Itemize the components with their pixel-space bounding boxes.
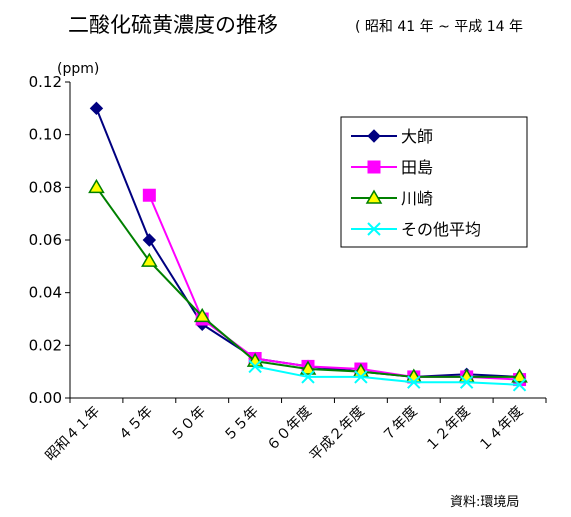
data-point-x bbox=[512, 378, 527, 392]
legend-item-4: その他平均 bbox=[351, 220, 481, 239]
legend-label: その他平均 bbox=[401, 220, 481, 239]
series-4 bbox=[248, 359, 527, 392]
data-point-x bbox=[354, 370, 368, 384]
y-tick-label: 0.12 bbox=[29, 73, 62, 91]
legend-item-2: 田島 bbox=[351, 158, 433, 177]
data-point-x bbox=[248, 359, 262, 374]
series-line bbox=[254, 365, 520, 386]
y-tick-label: 0.08 bbox=[29, 178, 62, 196]
data-point-x bbox=[301, 370, 315, 384]
x-tick-label: ４５年 bbox=[115, 404, 156, 445]
source-note: 資料:環境局 bbox=[450, 495, 519, 510]
y-tick-label: 0.02 bbox=[29, 336, 62, 354]
x-tick-label: ５０年 bbox=[168, 404, 209, 445]
y-axis-unit: (ppm) bbox=[57, 61, 99, 77]
y-axis: 0.00 0.02 0.04 0.06 0.08 0.10 0.12 bbox=[29, 73, 70, 407]
y-tick-label: 0.06 bbox=[29, 231, 62, 249]
x-tick-label: ７年度 bbox=[380, 404, 421, 445]
legend-label: 川崎 bbox=[401, 189, 433, 208]
x-tick-label: 昭和４１年 bbox=[42, 404, 103, 465]
legend-label: 田島 bbox=[401, 158, 433, 177]
series-layer bbox=[88, 101, 528, 392]
data-point-triangle bbox=[299, 360, 317, 375]
data-point-triangle bbox=[193, 307, 211, 323]
x-tick-label: ５５年 bbox=[221, 404, 262, 445]
data-point-triangle bbox=[365, 189, 383, 204]
data-point-diamond bbox=[142, 233, 157, 247]
data-point-diamond bbox=[367, 129, 381, 143]
data-point-square bbox=[142, 188, 156, 202]
y-tick-label: 0.10 bbox=[29, 126, 62, 144]
x-tick-label: ６０年度 bbox=[264, 404, 315, 455]
data-point-triangle bbox=[141, 252, 158, 267]
data-point-square bbox=[367, 160, 381, 174]
legend-item-1: 大師 bbox=[351, 127, 433, 146]
chart-title: 二酸化硫黄濃度の推移 bbox=[68, 13, 278, 37]
y-tick-label: 0.04 bbox=[29, 284, 62, 302]
data-point-triangle bbox=[88, 178, 105, 194]
legend-label: 大師 bbox=[401, 127, 433, 146]
data-point-x bbox=[367, 222, 381, 236]
x-tick-label: 平成２年度 bbox=[307, 404, 368, 465]
x-tick-label: １２年度 bbox=[423, 404, 474, 455]
data-point-triangle bbox=[511, 368, 528, 383]
chart-subtitle: ( 昭和 41 年 ~ 平成 14 年 bbox=[355, 19, 523, 35]
x-tick-label: １４年度 bbox=[475, 404, 526, 455]
data-point-x bbox=[459, 375, 474, 389]
y-tick-label: 0.00 bbox=[29, 389, 62, 407]
data-point-x bbox=[407, 375, 421, 389]
data-point-diamond bbox=[89, 101, 104, 116]
legend-item-3: 川崎 bbox=[351, 189, 433, 208]
